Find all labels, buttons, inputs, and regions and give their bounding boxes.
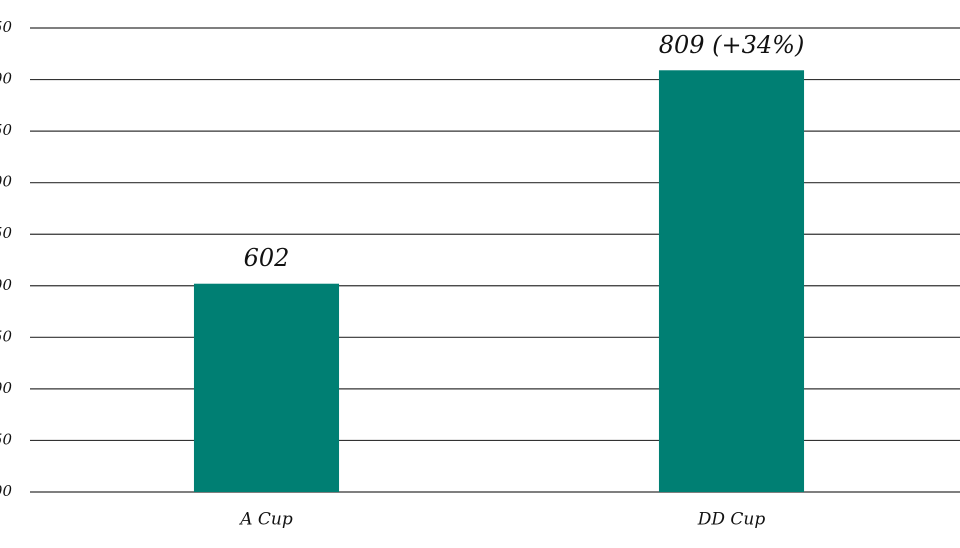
y-tick-label: 650 — [0, 224, 12, 242]
y-tick-label: 550 — [0, 327, 12, 345]
y-tick-label: 700 — [0, 173, 12, 191]
bar — [193, 283, 340, 492]
x-tick-label: A Cup — [238, 510, 293, 530]
x-tick-label: DD Cup — [697, 510, 766, 530]
y-tick-label: 600 — [0, 276, 12, 294]
y-tick-label: 450 — [0, 430, 12, 448]
y-tick-label: 800 — [0, 70, 12, 88]
bar — [658, 70, 805, 492]
y-tick-label: 500 — [0, 379, 12, 397]
value-label: 602 — [244, 244, 290, 272]
y-tick-label: 400 — [0, 482, 12, 500]
y-tick-label: 750 — [0, 121, 12, 139]
y-tick-label: 850 — [0, 18, 12, 36]
value-label: 809 (+34%) — [659, 31, 805, 59]
